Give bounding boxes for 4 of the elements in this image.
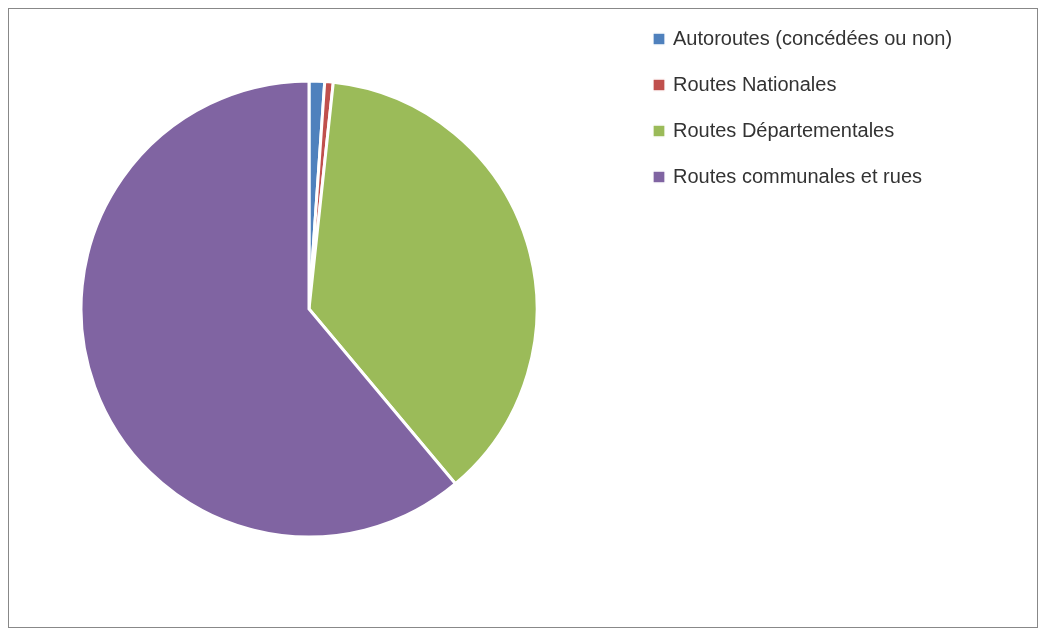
- legend-label: Routes Nationales: [673, 73, 837, 95]
- legend-label: Routes communales et rues: [673, 165, 923, 187]
- legend-label: Routes Départementales: [673, 119, 895, 141]
- legend-label: Autoroutes (concédées ou non): [673, 27, 953, 49]
